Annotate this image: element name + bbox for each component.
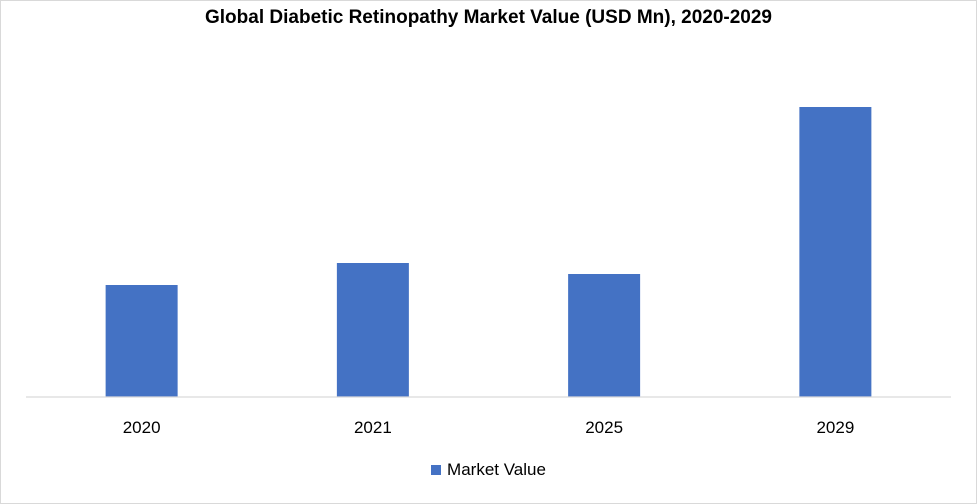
bar-2021 bbox=[336, 263, 409, 397]
bar-2025 bbox=[568, 274, 641, 397]
bar-2029 bbox=[799, 107, 872, 397]
legend-swatch bbox=[431, 465, 442, 475]
x-tick-labels: 2020 2021 2025 2029 bbox=[123, 418, 855, 437]
x-tick-label-2029: 2029 bbox=[816, 418, 854, 437]
x-tick-label-2025: 2025 bbox=[585, 418, 623, 437]
bar-2020 bbox=[105, 285, 178, 397]
legend: Market Value bbox=[1, 460, 976, 480]
bars-group bbox=[105, 107, 872, 397]
x-tick-label-2020: 2020 bbox=[123, 418, 161, 437]
x-tick-label-2021: 2021 bbox=[354, 418, 392, 437]
legend-label: Market Value bbox=[447, 460, 546, 479]
chart-title: Global Diabetic Retinopathy Market Value… bbox=[205, 7, 772, 28]
